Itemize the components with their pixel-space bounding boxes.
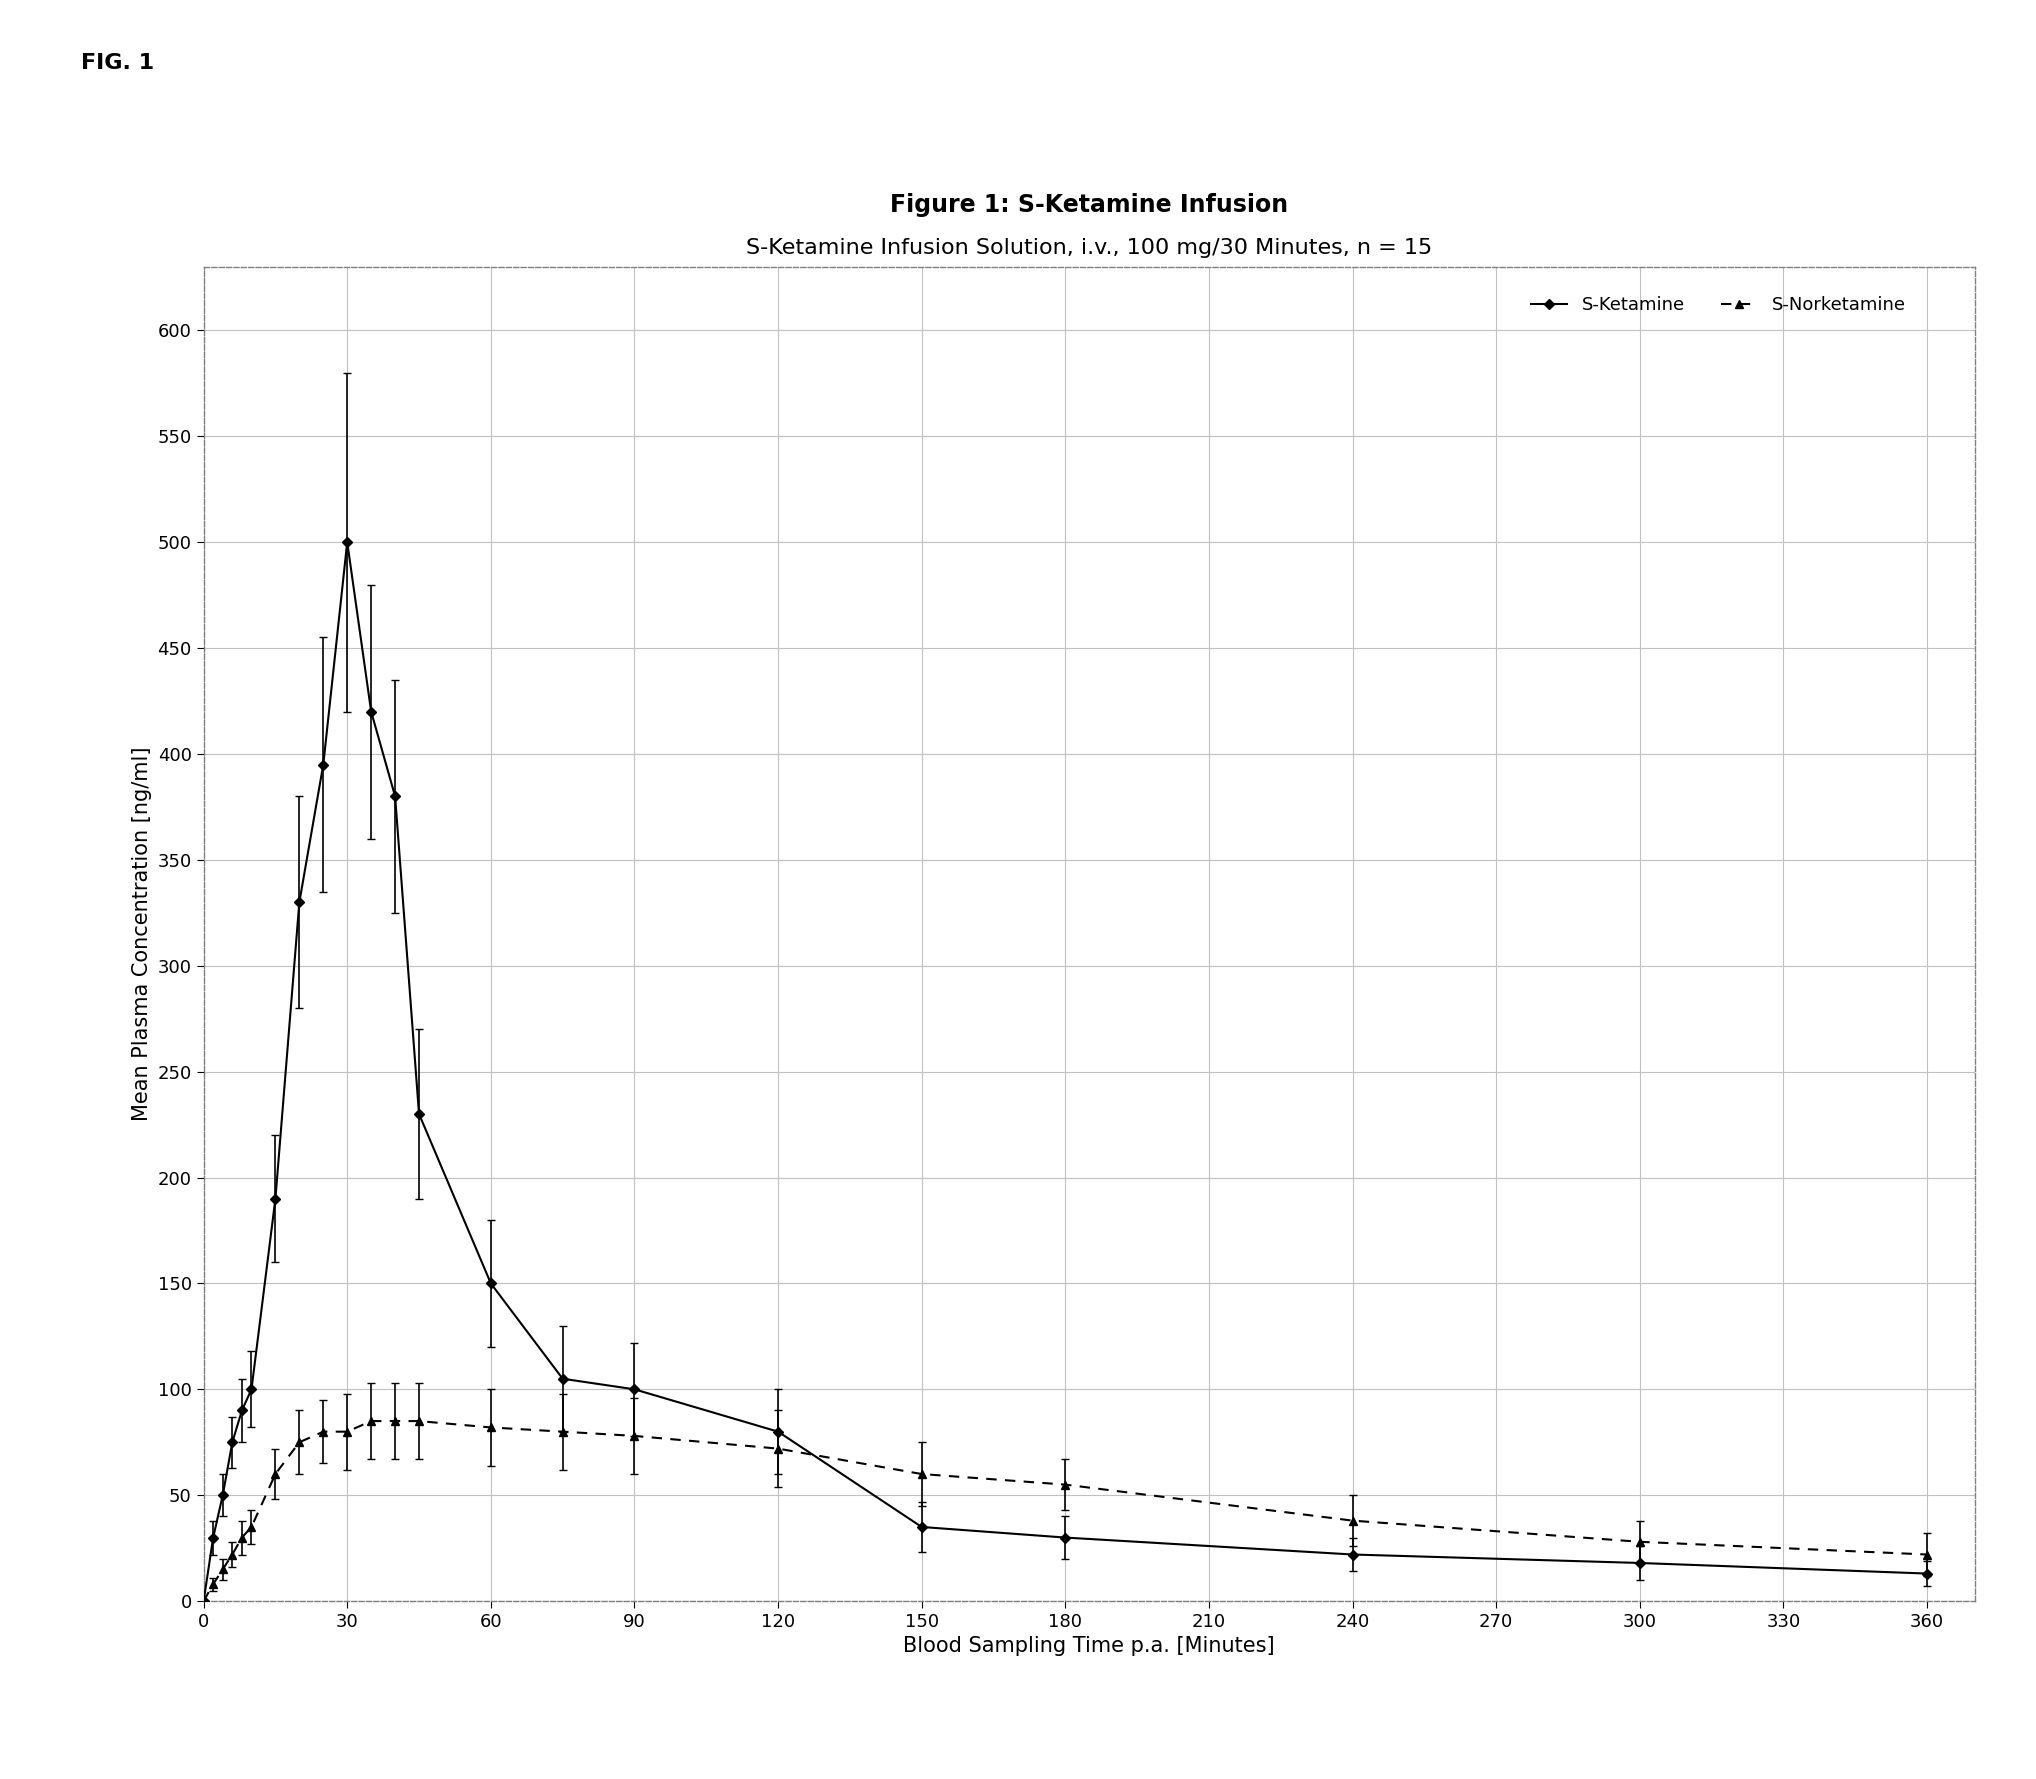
Text: Figure 1: S-Ketamine Infusion: Figure 1: S-Ketamine Infusion: [890, 194, 1289, 217]
Legend: S-Ketamine, S-Norketamine: S-Ketamine, S-Norketamine: [1525, 290, 1912, 322]
Text: FIG. 1: FIG. 1: [81, 53, 155, 73]
Text: S-Ketamine Infusion Solution, i.v., 100 mg/30 Minutes, n = 15: S-Ketamine Infusion Solution, i.v., 100 …: [745, 238, 1433, 258]
Y-axis label: Mean Plasma Concentration [ng/ml]: Mean Plasma Concentration [ng/ml]: [132, 747, 153, 1121]
X-axis label: Blood Sampling Time p.a. [Minutes]: Blood Sampling Time p.a. [Minutes]: [904, 1637, 1275, 1656]
